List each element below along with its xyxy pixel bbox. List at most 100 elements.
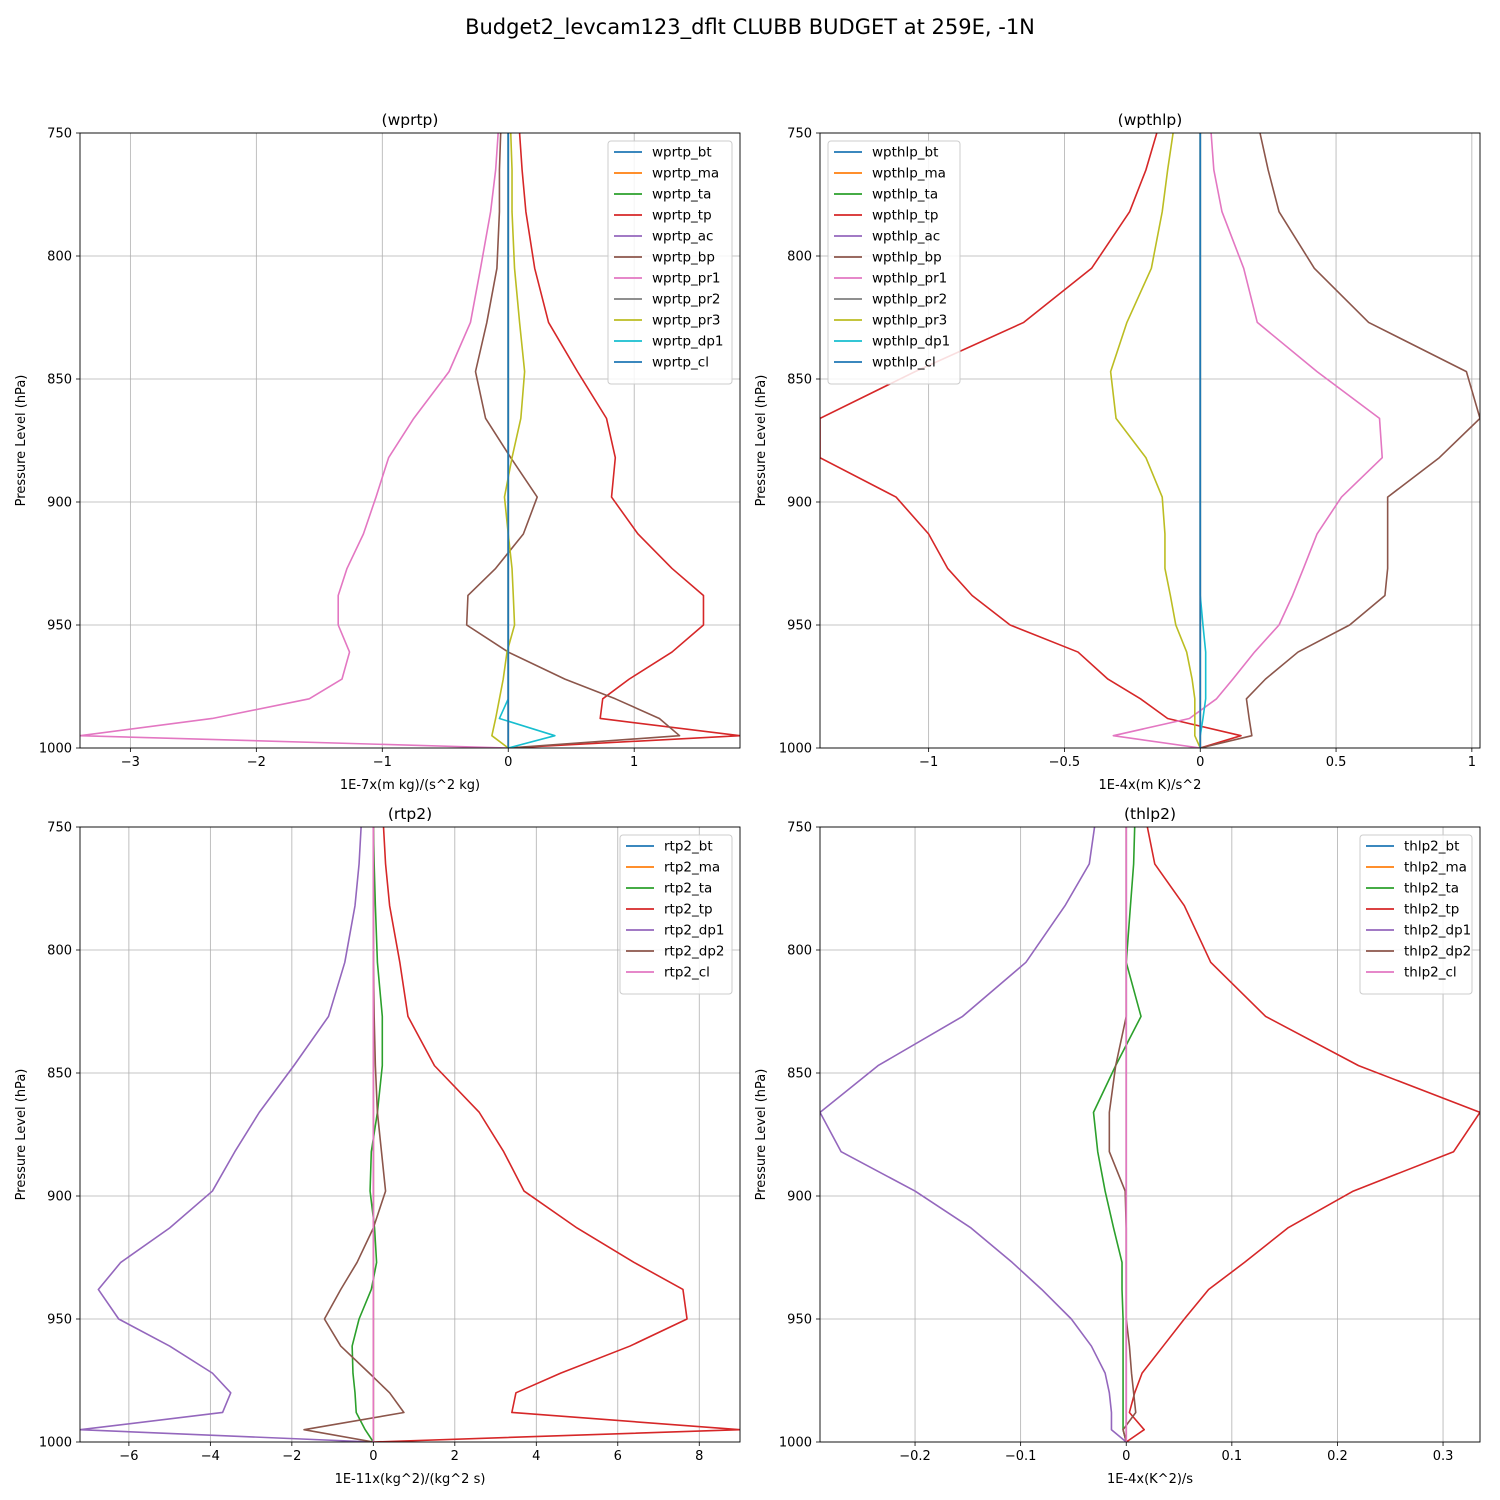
x-tick-label: −0.1 [1005,1449,1037,1464]
series-line-wpthlp_pr1 [1112,133,1384,748]
series-line-rtp2_dp1 [80,827,374,1442]
legend-label: wprtp_dp1 [652,334,724,350]
legend-label: wpthlp_pr2 [872,292,947,308]
legend-label: wprtp_ac [652,229,713,245]
legend-box [619,834,733,995]
plot-frame [819,826,1481,1443]
panel-title: (wprtp) [382,111,439,129]
y-tick-label: 850 [47,373,72,388]
legend-label: wprtp_pr3 [652,313,720,329]
x-tick-label: −4 [201,1449,220,1464]
y-tick-label: 1000 [779,742,812,757]
legend-label: rtp2_dp2 [664,944,724,960]
series-line-wpthlp_tp [820,133,1242,748]
y-tick-label: 750 [47,821,72,836]
legend-label: wprtp_tp [652,208,712,224]
y-tick-label: 1000 [39,1436,72,1451]
x-tick-label: 0 [504,755,512,770]
legend-label: wpthlp_cl [872,355,936,371]
x-tick-label: 1 [630,755,638,770]
x-axis-label: 1E-7x(m kg)/(s^2 kg) [340,778,480,793]
x-axis-label: 1E-11x(kg^2)/(kg^2 s) [335,1472,486,1487]
legend-label: wprtp_ta [652,187,711,203]
series-line-wprtp_pr1 [80,133,509,748]
y-axis-label: Pressure Level (hPa) [754,1069,769,1201]
x-tick-label: 0.2 [1327,1449,1348,1464]
legend-label: thlp2_bt [1404,839,1459,855]
legend-label: wpthlp_ta [872,187,938,203]
legend-label: rtp2_tp [664,902,713,918]
legend: wprtp_bt wprtp_ma wprtp_ta wprtp_tp wprtp_ac… [607,140,733,385]
x-axis: −1 −0.5 0 0.5 1 [919,748,1476,770]
x-tick-label: −2 [282,1449,301,1464]
x-tick-label: 2 [451,1449,459,1464]
legend-label: rtp2_dp1 [664,923,724,939]
series-line-thlp2_dp1 [820,827,1127,1442]
y-tick-label: 900 [787,496,812,511]
legend-label: thlp2_dp1 [1404,923,1471,939]
y-tick-label: 750 [787,821,812,836]
legend-label: rtp2_ma [664,860,720,876]
series-lines [80,827,740,1442]
y-tick-label: 850 [787,373,812,388]
y-tick-label: 950 [47,1313,72,1328]
panel-title: (rtp2) [388,805,432,823]
series-line-thlp2_ta [1092,827,1142,1442]
series-line-rtp2_tp [373,827,740,1442]
y-tick-label: 950 [787,619,812,634]
legend-label: thlp2_ta [1404,881,1459,897]
y-tick-label: 950 [47,619,72,634]
series-line-wprtp_bp [465,133,681,748]
legend-label: thlp2_tp [1404,902,1459,918]
x-tick-label: −0.2 [899,1449,931,1464]
legend-label: thlp2_dp2 [1404,944,1471,960]
panel-title: (wpthlp) [1118,111,1183,129]
x-tick-label: 6 [614,1449,622,1464]
legend-label: wpthlp_pr3 [872,313,947,329]
y-tick-label: 950 [787,1313,812,1328]
y-tick-label: 900 [47,1190,72,1205]
y-tick-label: 750 [787,127,812,142]
series-lines [80,133,740,748]
y-axis-label: Pressure Level (hPa) [754,375,769,507]
legend-label: wpthlp_bp [872,250,942,266]
legend-box [1359,834,1473,995]
y-tick-label: 900 [787,1190,812,1205]
plot-frame [819,132,1481,749]
legend-label: wpthlp_tp [872,208,938,224]
legend-label: wpthlp_ac [872,229,940,245]
y-tick-label: 800 [47,250,72,265]
y-axis: 750 800 850 900 950 1000 [39,821,80,1451]
x-axis: −3 −2 −1 0 1 [121,748,638,770]
y-tick-label: 800 [47,944,72,959]
x-tick-label: −3 [121,755,140,770]
series-lines [820,827,1480,1442]
y-tick-label: 1000 [39,742,72,757]
legend-label: wpthlp_bt [872,145,938,161]
x-tick-label: 8 [695,1449,703,1464]
legend-label: wpthlp_ma [872,166,946,182]
x-tick-label: −2 [247,755,266,770]
series-line-wpthlp_pr3 [1109,133,1201,748]
x-tick-label: 0 [1122,1449,1130,1464]
legend-label: thlp2_cl [1404,965,1457,981]
legend-label: rtp2_cl [664,965,710,981]
x-tick-label: −6 [119,1449,138,1464]
plot-frame [79,132,741,749]
x-tick-label: −1 [919,755,938,770]
x-tick-label: 0.5 [1326,755,1347,770]
legend-label: thlp2_ma [1404,860,1467,876]
series-lines [820,133,1480,748]
series-line-wpthlp_bp [1200,133,1480,748]
legend: wpthlp_bt wpthlp_ma wpthlp_ta wpthlp_tpwpth… [827,140,961,385]
legend-box [607,140,733,385]
x-axis: −6 −4 −2 0 2 4 6 8 [119,1442,703,1464]
plot-frame [79,826,741,1443]
legend-box [827,140,961,385]
x-tick-label: −1 [373,755,392,770]
legend: thlp2_bt thlp2_ma thlp2_ta thlp2_tp thlp2_dp… [1359,834,1473,995]
